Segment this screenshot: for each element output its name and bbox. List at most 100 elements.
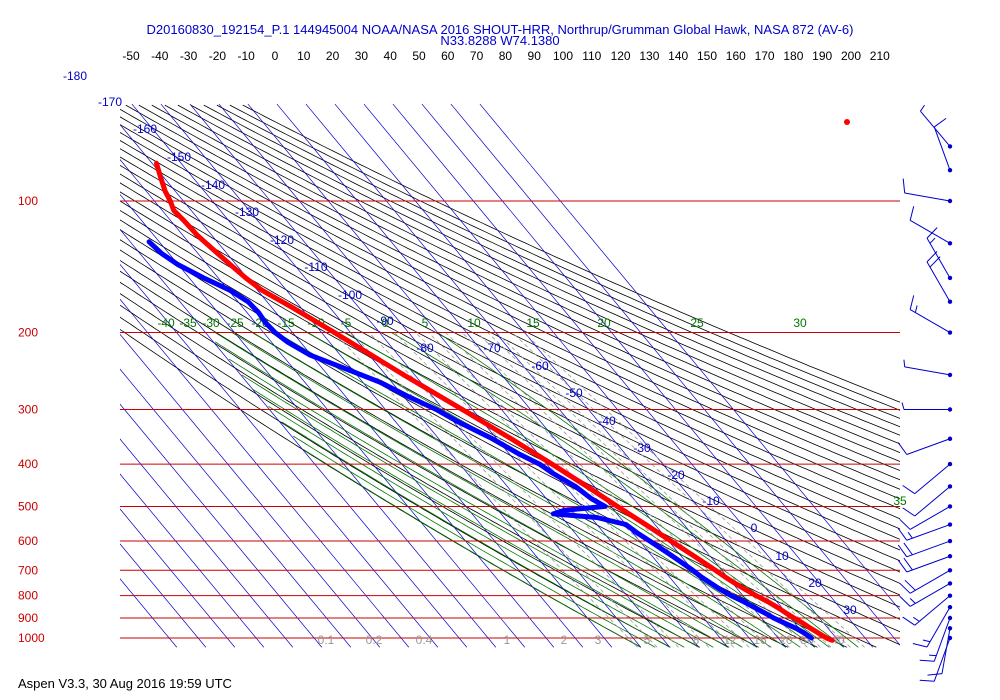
mixing-ratio-label: 8 [693,633,700,647]
isotherm [392,103,845,648]
mixing-ratio-line [415,332,734,648]
mixing-ratio-label: 1 [504,633,511,647]
isotherm [120,543,207,648]
top-temperature-tick-label: 110 [582,49,601,63]
wind-barb [903,359,953,378]
mixing-ratio-line [496,332,832,648]
temperature-trace [154,160,835,643]
isotherm [120,333,381,648]
wind-barb [902,178,953,204]
pressure-tick-label: 700 [18,563,38,577]
moist-adiabat-label: 30 [793,316,807,330]
isotherm [363,103,816,648]
mixing-ratio-label: 5 [644,633,651,647]
dry-adiabat [125,104,900,481]
isotherm-value-label: -180 [63,69,87,83]
dry-adiabat [120,182,900,584]
moist-adiabat-label: -35 [179,316,197,330]
mixing-ratio-label: 20 [779,633,793,647]
mixing-ratio-label: 3 [595,633,602,647]
top-temperature-tick-label: 200 [841,49,861,63]
dry-adiabat [120,328,642,648]
isotherm [218,103,671,648]
mixing-ratio-line [487,332,821,648]
isotherm [120,228,468,648]
isotherm-value-label: -60 [531,359,549,373]
moist-adiabat-label: -30 [202,316,220,330]
isotherm [421,103,874,648]
moist-adiabat [437,332,859,648]
isotherm [276,103,729,648]
dry-adiabat [120,132,900,520]
pressure-tick-label: 400 [18,457,38,471]
isotherm-value-label: 20 [808,576,822,590]
isotherm [120,438,294,648]
wind-barb [909,295,953,335]
top-temperature-tick-label: 150 [697,49,717,63]
moist-adiabat [302,448,641,648]
top-temperature-tick-label: -50 [122,49,140,63]
chart-title: D20160830_192154_P.1 144945004 NOAA/NASA… [146,22,854,37]
isotherm-value-label: -110 [304,260,327,274]
dry-adiabat [138,104,900,472]
wind-barb [902,461,953,495]
isotherm [120,124,555,648]
data-marker [844,119,850,125]
dry-adiabat [120,293,730,648]
wind-barb [899,568,953,594]
moist-adiabat-label: 15 [526,316,540,330]
wind-barb [926,227,953,281]
top-temperature-tick-label: 180 [783,49,803,63]
dry-adiabat [177,104,900,445]
isotherm-value-label: -120 [270,233,294,247]
mixing-ratio-label: 16 [753,633,767,647]
mixing-ratio-line [394,332,710,648]
mixing-ratio-line [350,332,658,648]
dry-adiabat [120,304,700,648]
dry-adiabat [120,148,900,540]
dry-adiabat [120,270,789,648]
isotherm [120,508,236,648]
moist-adiabat [292,435,656,648]
pressure-tick-label: 600 [18,534,38,548]
isotherm [479,103,900,611]
isotherm [120,193,497,648]
moist-adiabat-label: 25 [690,316,704,330]
mixing-ratio-label: 0.4 [416,633,433,647]
isotherm-value-label: 10 [775,549,789,563]
isotherm-value-label: 30 [843,603,857,617]
pressure-tick-label: 500 [18,499,38,513]
footer-version: Aspen V3.3, 30 Aug 2016 19:59 UTC [18,676,232,691]
top-temperature-tick-label: 10 [297,49,311,63]
top-temperature-tick-label: 190 [812,49,832,63]
isotherm-value-label: -20 [667,468,685,482]
isotherm [189,103,642,648]
top-temperature-tick-label: 0 [272,49,279,63]
isotherm-value-label: -100 [338,288,362,302]
dry-adiabat [120,200,900,608]
wind-barb [899,581,953,607]
wind-barb [901,402,953,412]
dry-adiabat [120,116,900,500]
mixing-ratio-label: 2 [561,633,568,647]
mixing-ratio-line [428,332,750,648]
mixing-ratio-label: 0.2 [366,633,383,647]
pressure-tick-label: 800 [18,589,38,603]
top-temperature-tick-label: 60 [441,49,455,63]
pressure-tick-label: 1000 [18,631,45,645]
moist-adiabat [268,405,685,648]
top-temperature-tick-label: 140 [668,49,688,63]
mixing-ratio-line [445,332,770,648]
dry-adiabat [120,229,900,646]
isotherm [247,103,700,648]
top-temperature-tick-label: 40 [384,49,398,63]
top-temperature-tick-label: 160 [726,49,746,63]
moist-adiabat [214,332,758,648]
dry-adiabat [216,104,900,419]
moist-adiabat-label: -5 [341,316,352,330]
isotherm-value-label: -160 [133,122,157,136]
moist-adiabat [345,332,830,648]
isotherm-value-label: -90 [376,314,394,328]
isotherm [120,159,526,648]
